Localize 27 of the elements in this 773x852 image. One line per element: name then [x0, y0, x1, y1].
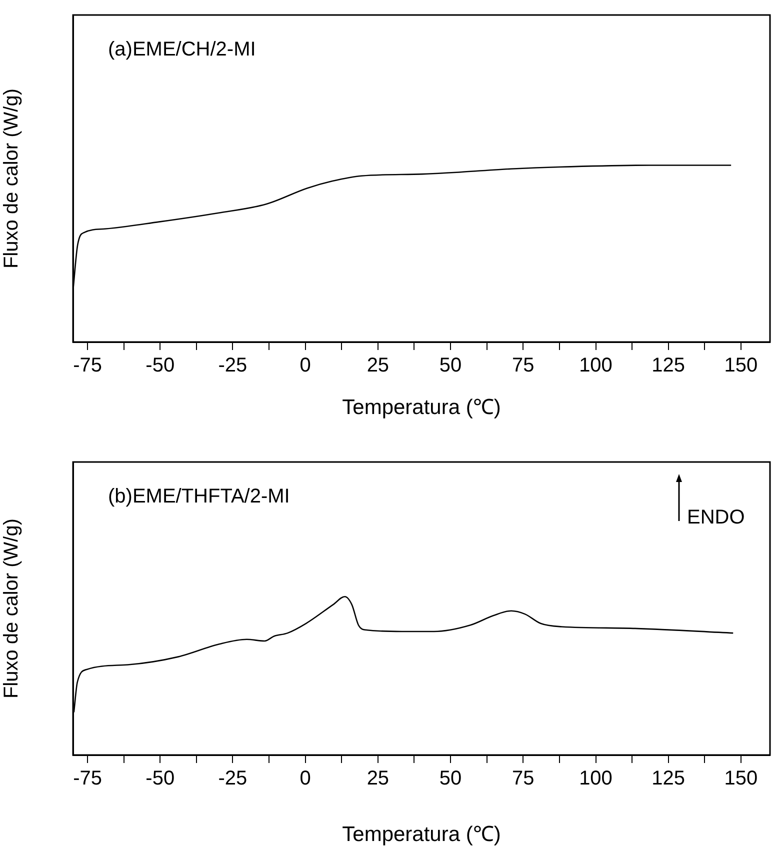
x-tick-label: 0 [300, 768, 311, 790]
x-tick-label: 150 [724, 354, 758, 377]
x-tick-label: -50 [146, 768, 175, 790]
x-tick-label: 125 [652, 354, 686, 377]
x-tick-label: -75 [73, 354, 102, 377]
x-tick-label: -25 [218, 354, 248, 377]
x-tick-label: 125 [652, 768, 686, 790]
x-tick-label: 100 [579, 768, 612, 790]
y-axis-title: Fluxo de calor (W/g) [0, 88, 23, 269]
x-tick-label: -50 [146, 354, 175, 377]
x-tick-label: 75 [512, 354, 534, 377]
text: (a)EME/CH/2-MI [108, 38, 256, 61]
x-axis-title: Temperatura (℃) [342, 823, 501, 846]
x-axis-title: Temperatura (℃) [342, 396, 501, 420]
x-tick-label: 50 [439, 768, 462, 790]
x-tick-label: 25 [366, 768, 390, 790]
x-tick-label: 0 [300, 354, 311, 377]
x-tick-label: 75 [512, 768, 534, 790]
x-tick-label: 100 [579, 354, 612, 377]
y-axis-title: Fluxo de calor (W/g) [0, 518, 23, 699]
x-tick-label: 50 [439, 354, 462, 377]
x-tick-label: -75 [73, 768, 102, 790]
x-tick-label: 150 [724, 768, 758, 790]
text: (b)EME/THFTA/2-MI [108, 486, 290, 508]
text: ENDO [687, 506, 745, 529]
x-tick-label: 25 [366, 354, 390, 377]
x-tick-label: -25 [218, 768, 248, 790]
